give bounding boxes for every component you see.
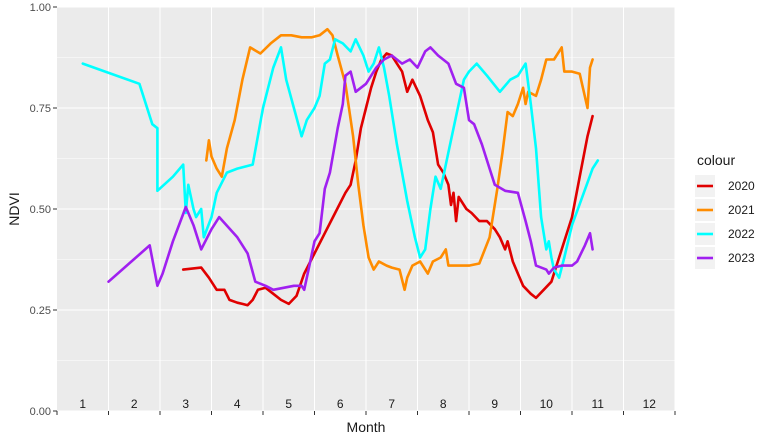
x-tick-label: 5 — [285, 397, 292, 411]
x-tick-label: 6 — [337, 397, 344, 411]
y-tick-label: 0.50 — [30, 204, 51, 216]
y-axis-title: NDVI — [6, 192, 22, 225]
x-tick-label: 12 — [643, 397, 657, 411]
series-line-2020 — [181, 52, 594, 307]
x-tick-label: 2 — [131, 397, 138, 411]
legend: colour 2020 2021 2022 2023 — [695, 152, 755, 269]
series-line-2021 — [205, 27, 594, 292]
x-axis-title: Month — [347, 419, 386, 435]
x-axis-ticks — [56, 411, 676, 415]
y-tick-label: 1.00 — [30, 2, 51, 14]
x-tick-label: 11 — [592, 397, 605, 411]
series-layer — [81, 27, 600, 307]
x-tick-label: 8 — [440, 397, 447, 411]
series-line-2022 — [81, 38, 600, 279]
x-tick-label: 9 — [491, 397, 498, 411]
y-tick-label: 0.75 — [30, 103, 51, 115]
grid-major — [57, 6, 676, 412]
x-tick-label: 7 — [388, 397, 395, 411]
x-tick-label: 1 — [79, 397, 86, 411]
legend-label-2020: 2020 — [728, 179, 755, 193]
legend-label-2023: 2023 — [728, 251, 755, 265]
x-tick-label: 3 — [182, 397, 189, 411]
legend-label-2022: 2022 — [728, 227, 755, 241]
series-line-2023 — [107, 46, 594, 292]
legend-title: colour — [697, 152, 735, 168]
y-axis-ticks: 0.00 0.25 0.50 0.75 1.00 — [30, 2, 57, 418]
y-tick-label: 0.25 — [30, 305, 51, 317]
x-tick-label: 4 — [234, 397, 241, 411]
legend-label-2021: 2021 — [728, 203, 755, 217]
y-tick-label: 0.00 — [30, 406, 51, 418]
x-axis-tick-labels: 1 2 3 4 5 6 7 8 9 10 11 12 — [79, 397, 656, 411]
x-tick-label: 10 — [540, 397, 554, 411]
